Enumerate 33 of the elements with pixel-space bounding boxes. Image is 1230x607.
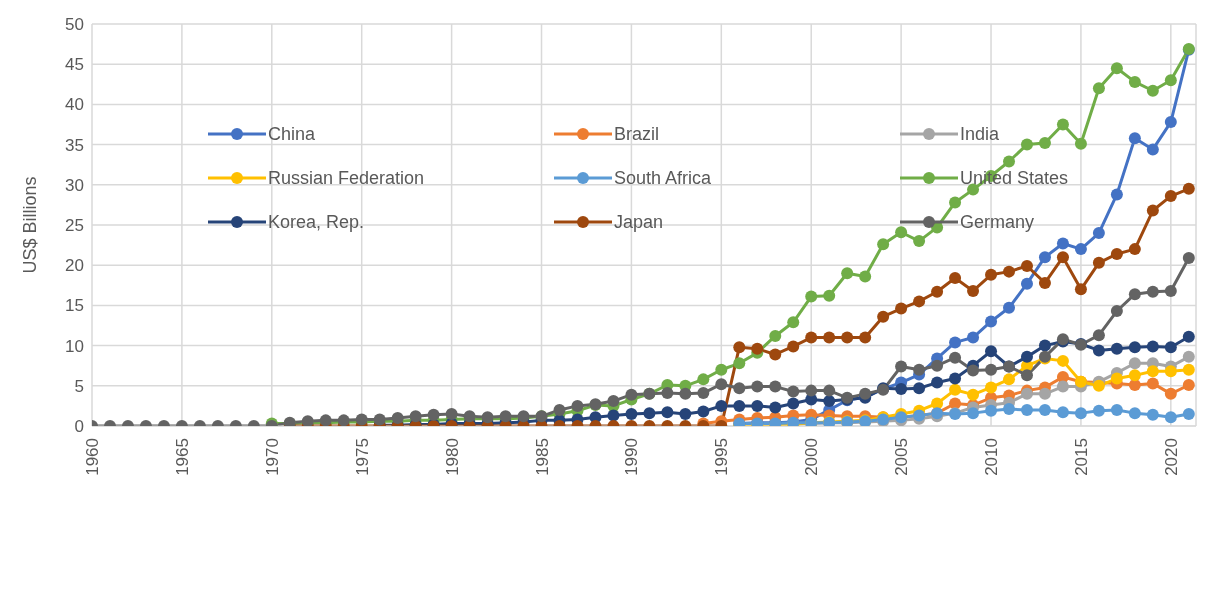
x-tick-label: 2005	[892, 438, 912, 476]
legend-label: South Africa	[614, 167, 712, 189]
x-tick-label: 2010	[982, 438, 1002, 476]
legend-label: Russian Federation	[268, 167, 425, 189]
y-tick-label: 20	[65, 256, 84, 276]
x-tick-label: 2000	[802, 438, 822, 476]
legend-label: Germany	[960, 211, 1035, 233]
legend-label: China	[268, 123, 316, 145]
legend-label: Brazil	[614, 123, 660, 145]
x-tick-label: 1995	[712, 438, 732, 476]
y-tick-label: 45	[65, 55, 84, 75]
x-tick-label: 1970	[262, 438, 282, 476]
y-tick-label: 15	[65, 296, 84, 316]
x-tick-label: 1985	[532, 438, 552, 476]
y-tick-label: 5	[74, 376, 84, 396]
legend-label: Japan	[614, 211, 664, 233]
x-tick-label: 2020	[1161, 438, 1181, 476]
x-tick-label: 1975	[352, 438, 372, 476]
y-tick-label: 0	[74, 417, 84, 437]
y-tick-label: 40	[65, 95, 84, 115]
x-tick-label: 1990	[622, 438, 642, 476]
y-tick-label: 30	[65, 175, 84, 195]
legend-label: India	[960, 123, 1000, 145]
x-tick-label: 1965	[172, 438, 192, 476]
y-tick-label: 10	[65, 336, 84, 356]
x-tick-label: 1980	[442, 438, 462, 476]
legend-label: Korea, Rep.	[268, 211, 365, 233]
y-axis-title: US$ Billions	[20, 176, 41, 274]
x-tick-label: 1960	[83, 438, 103, 476]
y-tick-label: 50	[65, 15, 84, 35]
y-tick-label: 25	[65, 216, 84, 236]
x-tick-label: 2015	[1072, 438, 1091, 476]
y-tick-label: 35	[65, 135, 84, 155]
